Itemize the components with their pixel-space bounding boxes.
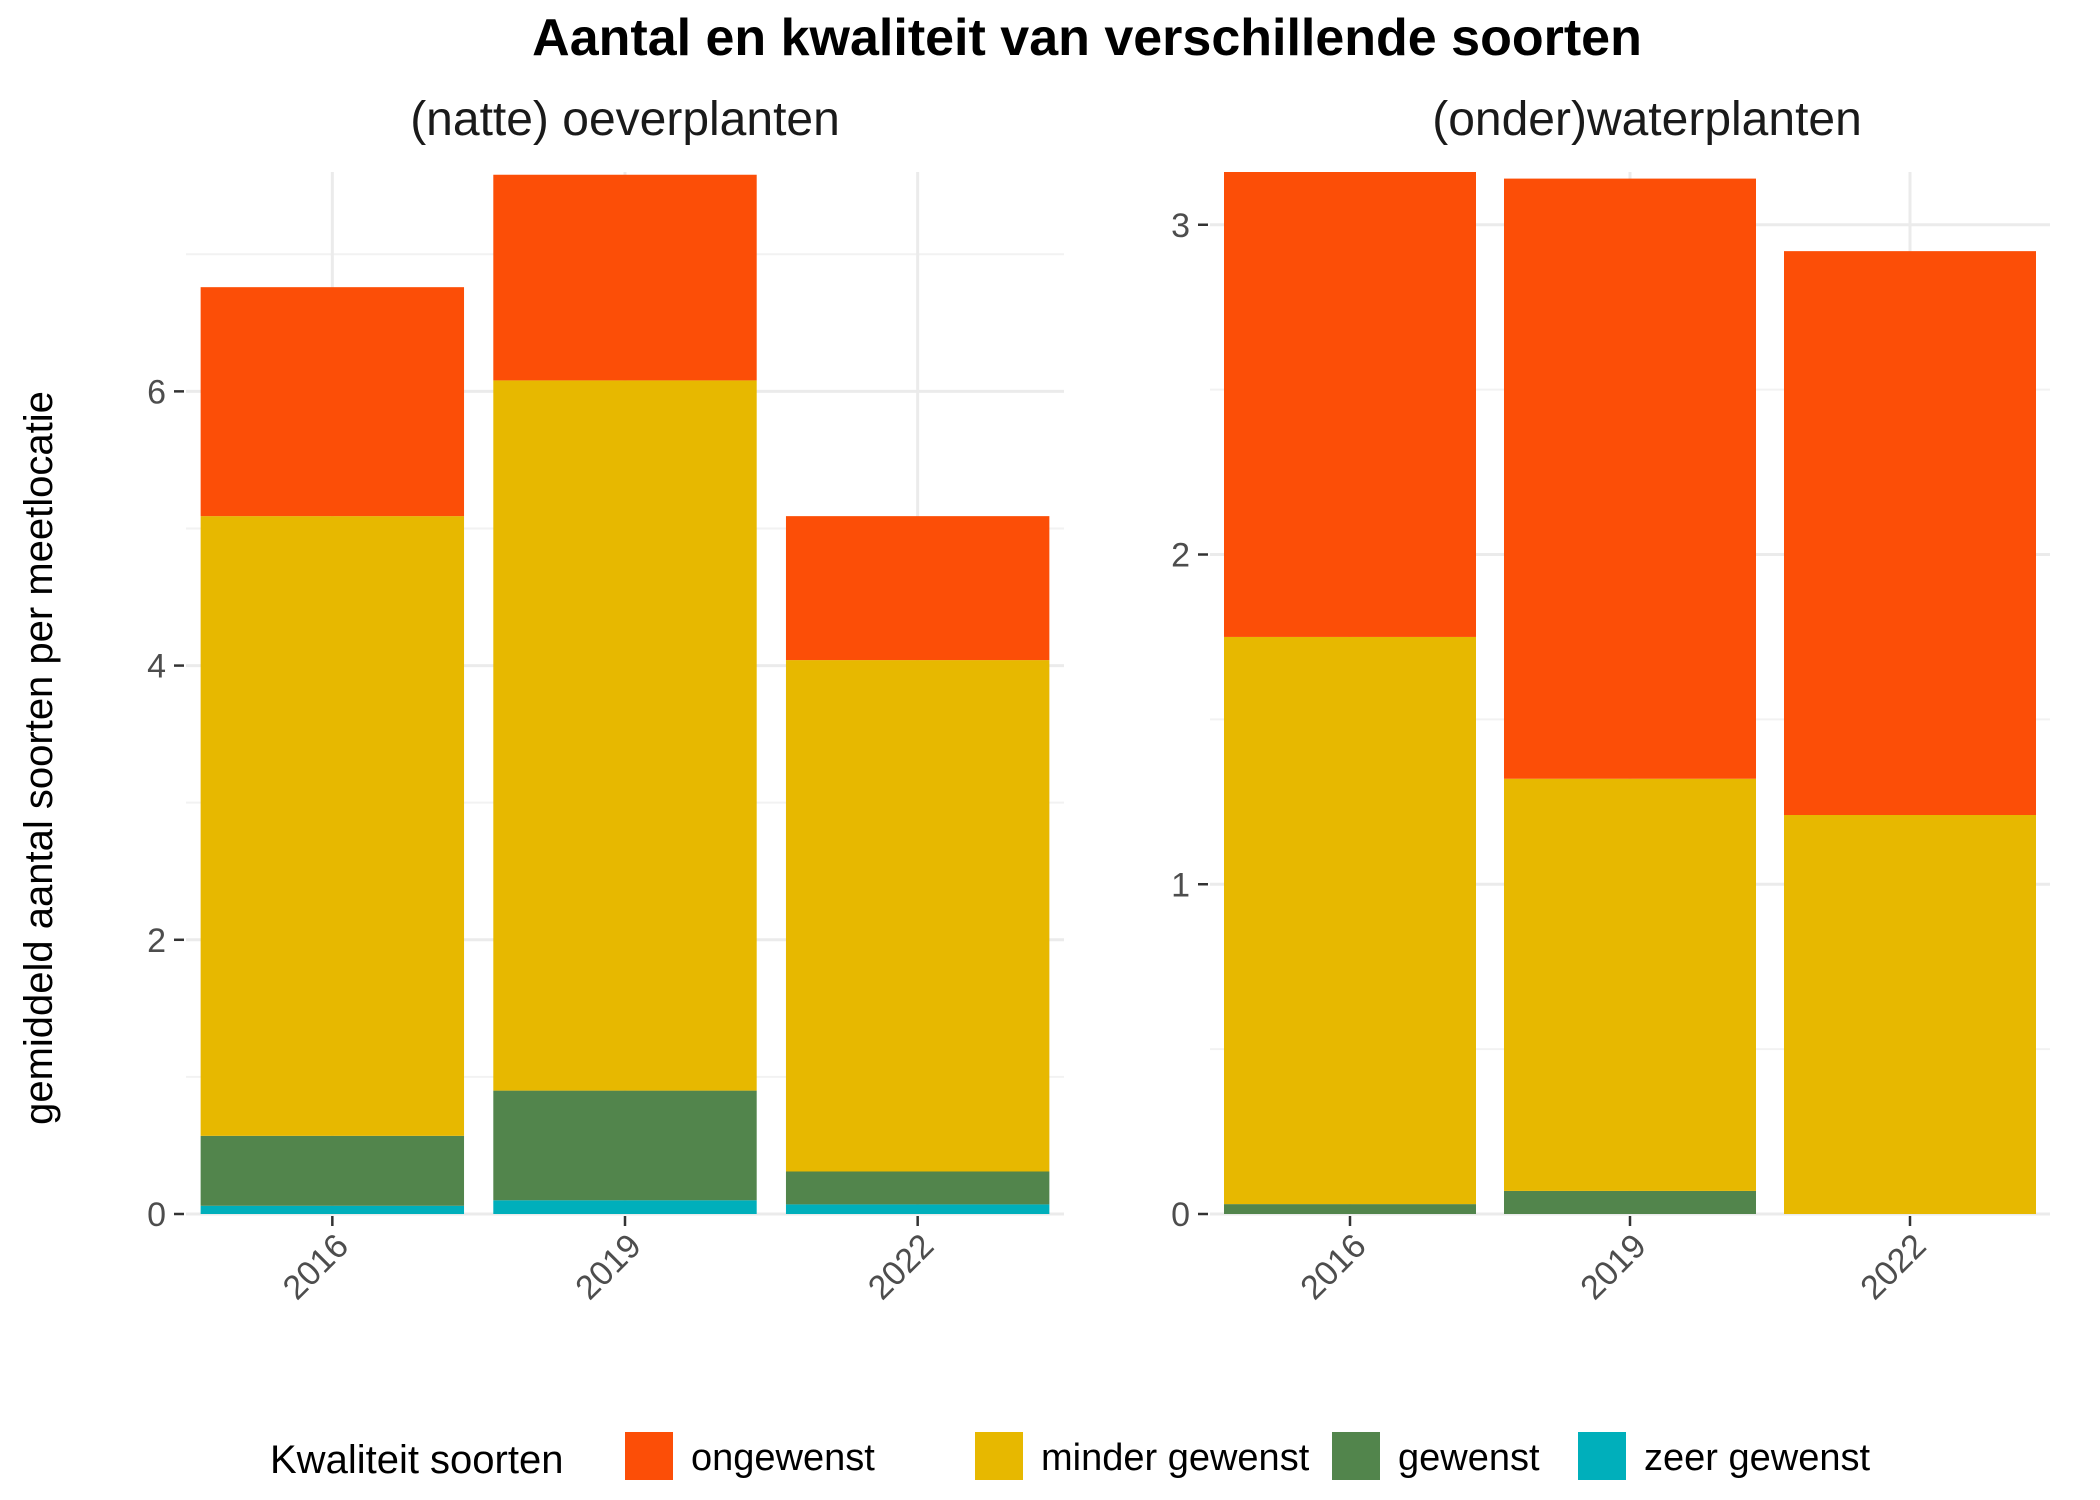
panel-1-title: (natte) oeverplanten xyxy=(410,93,840,146)
y-axis-label: gemiddeld aantal soorten per meetlocatie xyxy=(17,391,61,1125)
bar-2019-minder-gewenst xyxy=(1504,778,1756,1191)
bar-2016-zeer-gewenst xyxy=(200,1205,465,1214)
bar-2022-ongewenst xyxy=(1784,251,2036,816)
panel-2-title: (onder)waterplanten xyxy=(1432,93,1862,146)
legend-item-minder-gewenst: minder gewenst xyxy=(975,1432,1310,1480)
bar-2016-minder-gewenst xyxy=(1224,636,1476,1205)
bar-2022-ongewenst xyxy=(785,516,1050,661)
panel-2: (onder)waterplanten 0 1 2 3 2016 2019 2022 xyxy=(1171,93,2050,1307)
panel-1: (natte) oeverplanten 0 2 4 6 2016 2019 2022 xyxy=(147,93,1064,1307)
bar-2022-minder-gewenst xyxy=(1784,815,2036,1214)
y-tick-label: 3 xyxy=(1171,207,1190,245)
bar-2022-minder-gewenst xyxy=(785,660,1050,1172)
x-tick-label: 2022 xyxy=(861,1227,941,1307)
bar-2016-ongewenst xyxy=(1224,172,1476,637)
x-tick-label: 2019 xyxy=(1573,1227,1653,1307)
legend-label-gewenst: gewenst xyxy=(1398,1437,1540,1479)
legend-label-minder-gewenst: minder gewenst xyxy=(1041,1437,1310,1479)
legend-label-zeer-gewenst: zeer gewenst xyxy=(1644,1437,1870,1479)
y-tick-label: 2 xyxy=(147,922,166,960)
y-tick-label: 0 xyxy=(1171,1196,1190,1234)
y-tick-label: 2 xyxy=(1171,537,1190,575)
legend-item-gewenst: gewenst xyxy=(1332,1432,1540,1480)
bar-2016-gewenst xyxy=(1224,1204,1476,1214)
legend-item-zeer-gewenst: zeer gewenst xyxy=(1578,1432,1870,1480)
bar-2019-ongewenst xyxy=(493,174,757,381)
legend-key-zeer-gewenst xyxy=(1578,1432,1626,1480)
legend-key-ongewenst xyxy=(625,1432,673,1480)
x-tick-label: 2016 xyxy=(1293,1227,1373,1307)
legend-key-minder-gewenst xyxy=(975,1432,1023,1480)
x-tick-label: 2022 xyxy=(1853,1227,1933,1307)
y-tick-label: 4 xyxy=(147,648,166,686)
bar-2019-minder-gewenst xyxy=(493,380,757,1091)
legend-label-ongewenst: ongewenst xyxy=(691,1437,875,1479)
bar-2019-zeer-gewenst xyxy=(493,1200,757,1214)
bar-2019-gewenst xyxy=(493,1090,757,1201)
bar-2016-ongewenst xyxy=(200,287,465,517)
y-tick-label: 6 xyxy=(147,373,166,411)
x-tick-label: 2019 xyxy=(568,1227,648,1307)
bar-2022-gewenst xyxy=(785,1171,1050,1205)
bar-2019-ongewenst xyxy=(1504,178,1756,779)
x-tick-label: 2016 xyxy=(276,1227,356,1307)
y-tick-label: 1 xyxy=(1171,866,1190,904)
bar-2022-zeer-gewenst xyxy=(785,1204,1050,1214)
legend-key-gewenst xyxy=(1332,1432,1380,1480)
bar-2016-gewenst xyxy=(200,1135,465,1206)
legend-item-ongewenst: ongewenst xyxy=(625,1432,875,1480)
legend-title: Kwaliteit soorten xyxy=(270,1438,563,1482)
legend: Kwaliteit soorten ongewenst minder gewens… xyxy=(270,1432,1870,1482)
bar-2019-gewenst xyxy=(1504,1190,1756,1214)
bar-2016-minder-gewenst xyxy=(200,516,465,1136)
y-tick-label: 0 xyxy=(147,1196,166,1234)
chart-title: Aantal en kwaliteit van verschillende so… xyxy=(532,9,1642,67)
